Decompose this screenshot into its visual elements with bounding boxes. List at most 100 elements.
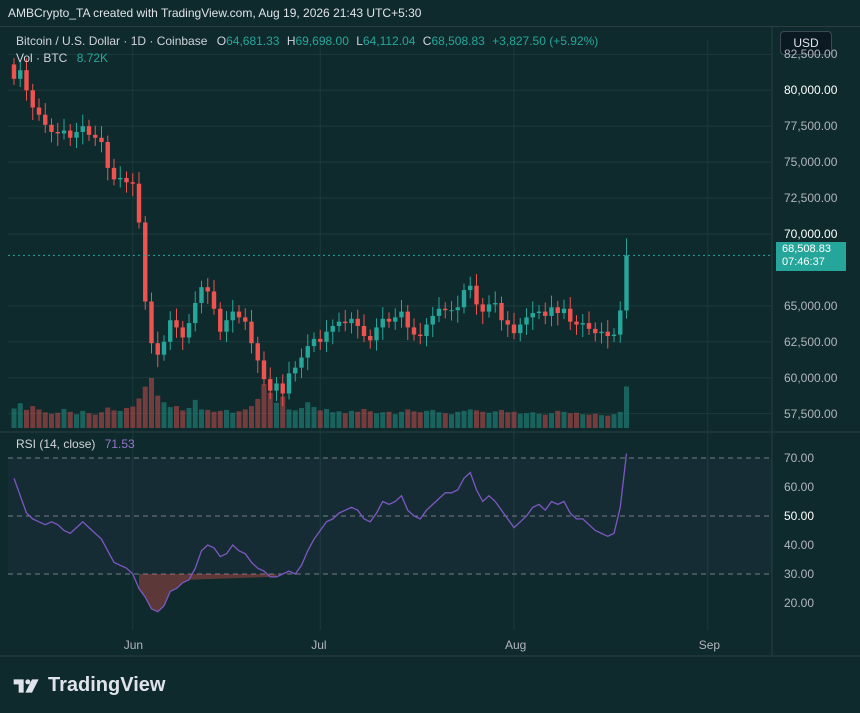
volume-legend: Vol · BTC 8.72K xyxy=(16,51,108,65)
volume-bar xyxy=(605,415,611,428)
candle-body xyxy=(155,343,160,355)
volume-bar xyxy=(317,410,323,428)
candle-body xyxy=(374,327,379,341)
ohlc-legend: Bitcoin / U.S. Dollar · 1D · Coinbase O6… xyxy=(16,34,598,48)
candle-body xyxy=(93,134,98,138)
candle-body xyxy=(393,317,398,322)
volume-bar xyxy=(349,410,354,428)
candle-body xyxy=(318,338,323,342)
candle-body xyxy=(255,343,260,361)
volume-bar xyxy=(355,411,361,428)
chart-attribution: AMBCrypto_TA created with TradingView.co… xyxy=(8,6,422,20)
volume-bar xyxy=(124,408,129,428)
candle-body xyxy=(149,301,154,344)
close-label: C xyxy=(422,34,432,48)
candle-body xyxy=(336,321,342,326)
volume-label: Vol · BTC xyxy=(16,51,68,65)
volume-bar xyxy=(99,412,104,428)
candle-body xyxy=(580,323,585,325)
volume-bar xyxy=(555,410,561,428)
candle-body xyxy=(30,90,35,108)
volume-bar xyxy=(392,414,398,428)
price-tick-label: 75,000.00 xyxy=(784,155,838,170)
candle-body xyxy=(449,310,454,312)
rsi-tick-label: 30.00 xyxy=(784,567,815,581)
candle-body xyxy=(611,334,617,337)
candle-body xyxy=(74,131,79,138)
volume-bar xyxy=(111,410,117,428)
candle-body xyxy=(299,357,304,368)
candle-body xyxy=(593,328,598,334)
candle-body xyxy=(130,182,135,184)
volume-bar xyxy=(67,411,73,428)
candle-body xyxy=(43,114,48,125)
rsi-tick-label: 20.00 xyxy=(784,596,815,610)
volume-bar xyxy=(442,413,448,428)
volume-bar xyxy=(255,398,261,428)
volume-bar xyxy=(386,411,392,428)
candle-body xyxy=(324,331,329,342)
candle-body xyxy=(180,327,185,338)
volume-bar xyxy=(424,410,429,428)
open-value: 64,681.33 xyxy=(226,34,280,48)
rsi-tick-label: 60.00 xyxy=(784,480,815,494)
candle-body xyxy=(343,321,348,324)
candle-body xyxy=(586,323,592,329)
candle-body xyxy=(186,323,192,338)
volume-bar xyxy=(224,409,229,428)
candle-body xyxy=(105,142,110,168)
currency-button[interactable]: USD xyxy=(780,31,832,55)
candle-body xyxy=(399,311,404,318)
volume-bar xyxy=(417,412,423,428)
volume-bar xyxy=(24,409,29,428)
volume-bar xyxy=(467,409,473,428)
candle-body xyxy=(405,311,410,328)
price-tick-label: 60,000.00 xyxy=(784,370,838,385)
price-tick-label: 72,500.00 xyxy=(784,191,838,206)
candle-body xyxy=(243,317,248,322)
volume-bar xyxy=(324,408,329,428)
volume-bar xyxy=(342,413,348,428)
candle-body xyxy=(286,373,292,394)
tradingview-logo[interactable]: TradingView xyxy=(12,674,165,697)
candle-body xyxy=(61,130,67,134)
volume-bar xyxy=(36,409,42,428)
volume-bar xyxy=(336,411,342,428)
candle-body xyxy=(143,222,148,302)
volume-bar xyxy=(461,410,467,428)
volume-bar xyxy=(230,412,236,428)
change-value: +3,827.50 (+5.92%) xyxy=(492,34,599,48)
candle-body xyxy=(461,290,467,308)
volume-bar xyxy=(286,409,292,428)
last-price-label: 68,508.83 07:46:37 xyxy=(776,242,846,271)
volume-bar xyxy=(30,406,36,428)
candle-body xyxy=(218,308,223,332)
price-tick-label: 77,500.00 xyxy=(784,119,838,134)
candle-body xyxy=(424,324,429,337)
volume-bar xyxy=(142,386,148,428)
candle-body xyxy=(80,126,85,132)
candle-body xyxy=(549,307,554,316)
volume-bar xyxy=(217,410,223,428)
candle-body xyxy=(355,318,360,326)
volume-bar xyxy=(499,409,504,428)
candle-body xyxy=(574,321,579,325)
volume-bar xyxy=(505,412,511,428)
candle-body xyxy=(518,324,523,334)
high-label: H xyxy=(286,34,296,48)
volume-bar xyxy=(567,413,573,428)
candle-body xyxy=(236,311,242,318)
volume-bar xyxy=(117,410,123,428)
volume-bar xyxy=(11,408,17,428)
price-tick-label: 70,000.00 xyxy=(784,227,838,241)
open-label: O xyxy=(216,34,227,48)
volume-bar xyxy=(186,408,192,428)
volume-bar xyxy=(367,411,373,428)
volume-bar xyxy=(130,406,136,428)
volume-bar xyxy=(55,412,61,428)
volume-bar xyxy=(411,411,417,428)
volume-bar xyxy=(242,409,248,428)
volume-bar xyxy=(305,402,311,428)
candle-body xyxy=(624,255,629,311)
